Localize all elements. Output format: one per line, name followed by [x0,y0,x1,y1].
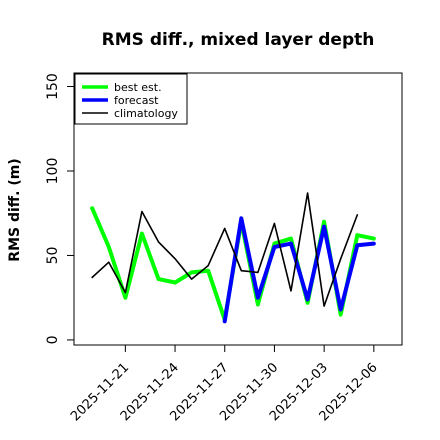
y-axis: 0 50 100 150 [45,73,74,344]
legend-entry: forecast [114,94,159,107]
chart-title: RMS diff., mixed layer depth [102,30,375,50]
series-layer [90,192,376,324]
y-tick-label: 0 [45,335,61,344]
plot-frame [73,72,403,346]
y-tick-label: 50 [45,247,61,265]
series-line-forecast [222,216,376,324]
series-line-climatology [91,192,359,307]
legend-entry: best est. [114,81,162,94]
y-tick-label: 100 [45,158,61,185]
y-axis-label: RMS diff. (m) [7,158,23,261]
x-axis: 2025-11-212025-11-242025-11-272025-11-30… [68,345,381,424]
legend-entry: climatology [114,107,178,120]
y-tick-label: 150 [45,73,61,100]
